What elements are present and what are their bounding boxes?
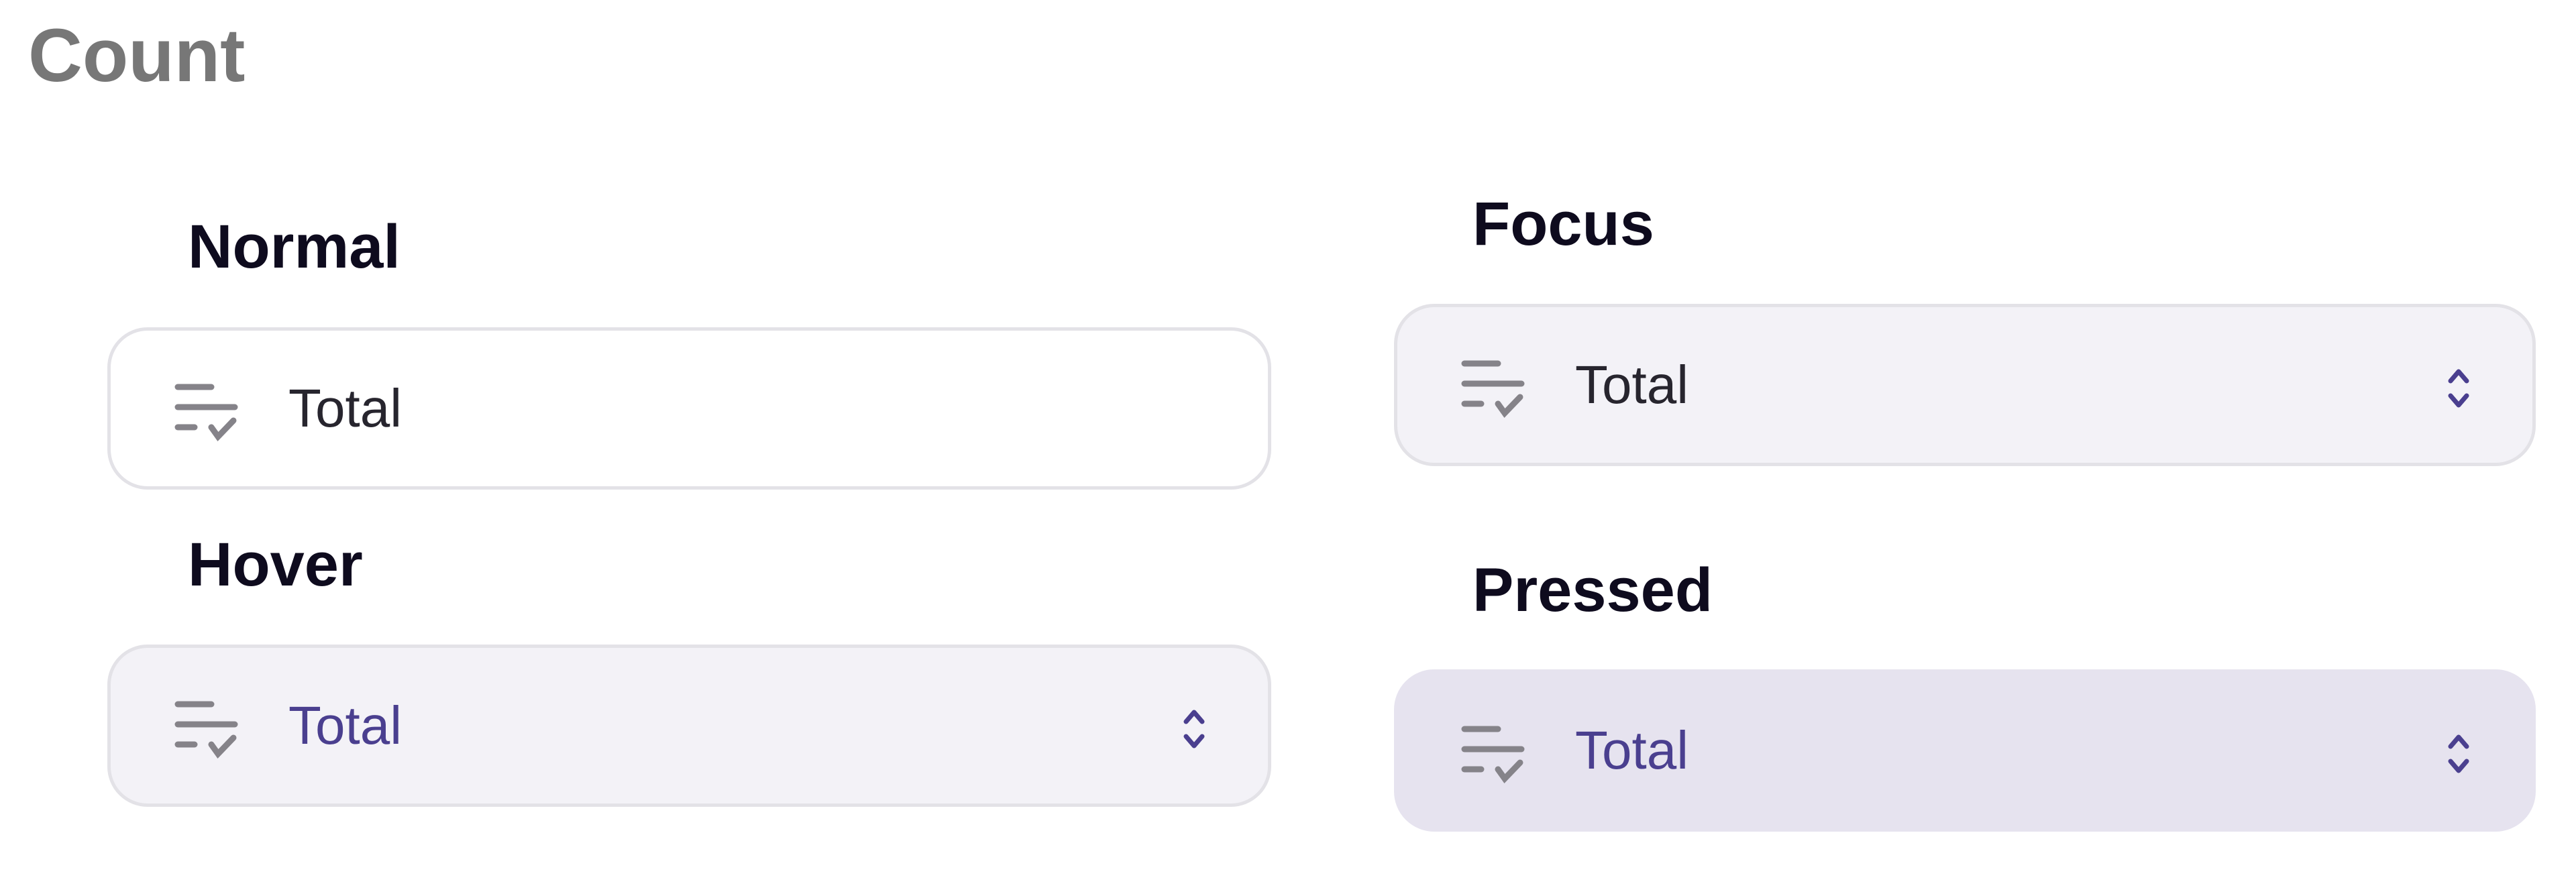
- focus-select[interactable]: Total: [1394, 304, 2536, 466]
- pressed-label: Pressed: [1472, 556, 1713, 624]
- hover-select[interactable]: Total: [107, 645, 1271, 807]
- focus-label: Focus: [1472, 190, 1654, 258]
- chevron-up-down-icon: [2448, 369, 2469, 408]
- list-check-icon: [174, 384, 238, 442]
- section-title: Count: [28, 13, 246, 97]
- hover-value: Total: [288, 696, 402, 755]
- focus-value: Total: [1575, 355, 1688, 414]
- list-check-icon: [1461, 726, 1525, 784]
- chevron-up-down-icon: [1183, 710, 1205, 748]
- normal-value: Total: [288, 378, 402, 438]
- pressed-value: Total: [1575, 720, 1688, 780]
- normal-select[interactable]: Total: [107, 327, 1271, 490]
- hover-label: Hover: [188, 531, 363, 599]
- list-check-icon: [1461, 360, 1525, 419]
- list-check-icon: [174, 701, 238, 759]
- normal-label: Normal: [188, 213, 400, 281]
- chevron-up-down-icon: [2448, 734, 2469, 773]
- pressed-select[interactable]: Total: [1394, 669, 2536, 832]
